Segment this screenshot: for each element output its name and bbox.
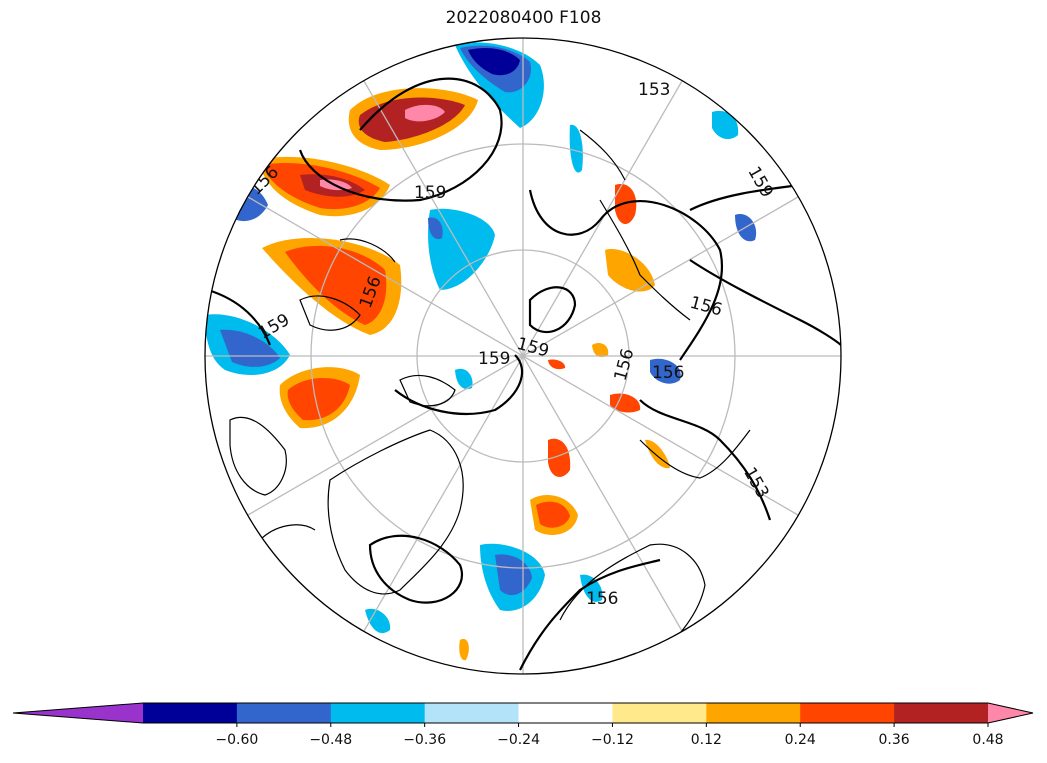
colorbar-box (424, 703, 520, 723)
map-boundary (204, 37, 842, 675)
contour-label: 159 (414, 183, 446, 203)
map-title: 2022080400 F108 (445, 8, 602, 28)
contour-label: 156 (611, 347, 639, 384)
colorbar-box (236, 703, 332, 723)
colorbar-box (612, 703, 707, 723)
negative-anomaly-patch (365, 608, 391, 634)
colorbar-tick-label: 0.36 (879, 732, 910, 748)
colorbar-box (894, 703, 989, 723)
contour-label: 159 (743, 163, 777, 201)
positive-anomaly-patch (592, 343, 609, 358)
negative-anomaly-patch (712, 110, 739, 140)
colorbar-extend-low (13, 703, 143, 723)
contour-labels: 153 159 156 159 156 159 159 156 156 153 … (246, 80, 777, 609)
negative-anomaly-patch (650, 358, 681, 384)
positive-anomaly-patch (287, 378, 350, 421)
colorbar-tick-label: −0.60 (215, 732, 258, 748)
contour-label: 156 (652, 363, 684, 383)
colorbar: −0.60 −0.48 −0.36 −0.24 −0.12 0.12 0.24 0.36 0.4… (12, 702, 1034, 748)
positive-anomaly-patch (548, 359, 566, 370)
colorbar-tick-label: −0.24 (497, 732, 540, 748)
colorbar-tick-label: −0.36 (403, 732, 446, 748)
positive-anomaly-patch (536, 501, 570, 528)
positive-anomaly-patch (548, 438, 571, 477)
positive-anomaly-patch (645, 439, 670, 469)
contour-label: 159 (478, 349, 510, 369)
positive-anomaly-patch (610, 393, 641, 413)
colorbar-tick-label: 0.48 (972, 732, 1003, 748)
map-field-layer: 153 159 156 159 156 159 159 156 156 153 … (205, 38, 841, 674)
contour-label: 153 (638, 80, 670, 100)
colorbar-extend-high (988, 703, 1033, 723)
colorbar-outline (12, 702, 1034, 724)
positive-anomaly-patch (605, 249, 655, 292)
colorbar-box (518, 703, 613, 723)
colorbar-tick-label: 0.12 (691, 732, 722, 748)
positive-anomaly-patch (285, 245, 387, 325)
colorbar-box (706, 703, 801, 723)
contour-label: 156 (586, 589, 618, 609)
colorbar-box (800, 703, 895, 723)
colorbar-tick-label: −0.48 (309, 732, 352, 748)
colorbar-tick-label: −0.12 (591, 732, 634, 748)
colorbar-box (330, 703, 426, 723)
negative-anomaly-patch (569, 124, 583, 173)
negative-anomaly-patch (428, 217, 443, 240)
colorbar-box (143, 703, 238, 723)
positive-anomaly-patch (615, 184, 637, 225)
height-contours (207, 77, 841, 671)
colorbar-tick-label: 0.24 (785, 732, 816, 748)
positive-anomaly-patch (459, 638, 469, 661)
contour-label: 156 (688, 293, 725, 321)
positive-anomaly-patch (405, 104, 445, 122)
negative-anomaly-patch (220, 329, 280, 367)
graticule (205, 38, 841, 674)
negative-anomaly-patch (455, 368, 473, 390)
negative-anomaly-patch (468, 48, 520, 76)
